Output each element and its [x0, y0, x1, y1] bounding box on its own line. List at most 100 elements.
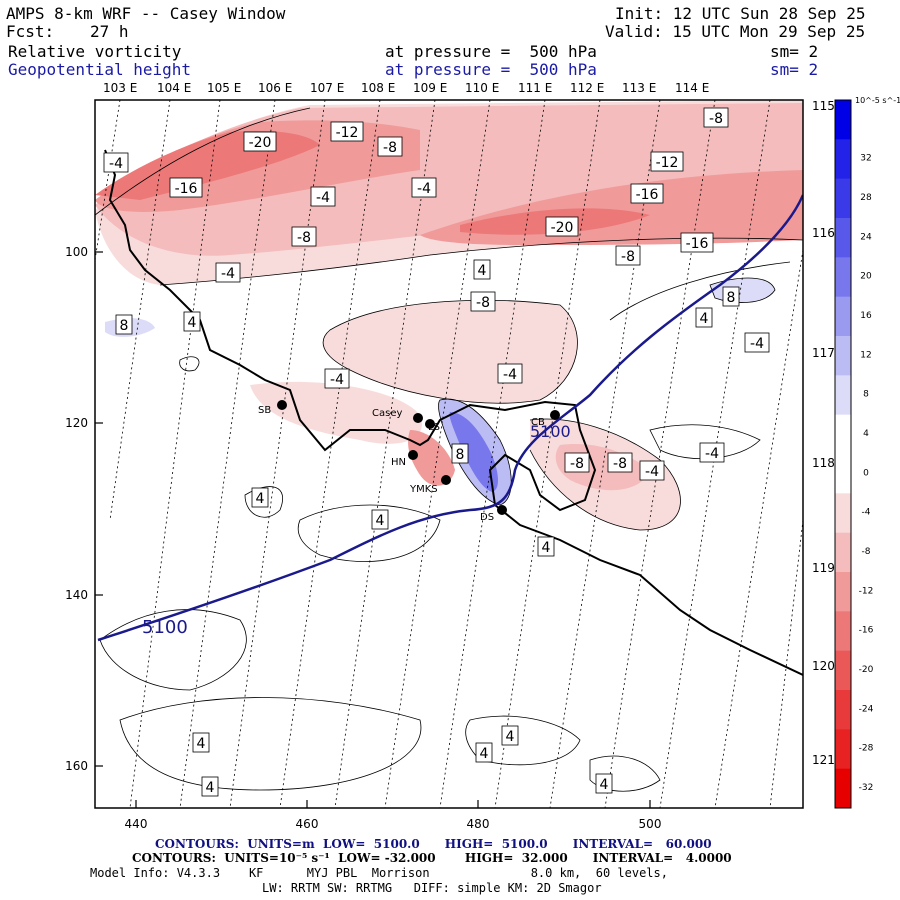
- coastline: [104, 149, 803, 676]
- colorbar-label: 4: [863, 429, 869, 439]
- contour-label-layer: -4 -20 -12 -8 -16 -4 -4 -8 -4 4 -8 8 4 8 4 -4 -4 -4 -8 -12 -…: [103, 107, 770, 797]
- y-axis-labels: 100 120 140 160: [65, 245, 88, 773]
- contour-label-box: [324, 368, 350, 389]
- station-dot: [413, 413, 423, 423]
- contour-label-text: -16: [686, 236, 709, 252]
- colorbar-label: 28: [860, 193, 872, 203]
- contour-label-text: -8: [621, 249, 635, 265]
- colorbar-swatch: [835, 336, 851, 376]
- station-label: LS: [428, 422, 440, 433]
- contour-label-text: 4: [376, 513, 385, 529]
- colorbar-swatch: [835, 650, 851, 691]
- station-marker: SB: [258, 400, 287, 416]
- contour-label-box: [595, 773, 613, 794]
- contour-label: -8: [607, 452, 633, 473]
- contour-label: 4: [251, 487, 269, 508]
- contour-label: -4: [103, 152, 129, 173]
- height-contour-info: CONTOURS: UNITS=m LOW= 5100.0 HIGH= 5100…: [155, 837, 712, 851]
- contour-label: -4: [215, 262, 241, 283]
- physics-info: LW: RRTM SW: RRTMG DIFF: simple KM: 2D S…: [262, 881, 602, 895]
- colorbar-label: -8: [862, 547, 871, 557]
- colorbar-label: -32: [859, 783, 874, 793]
- contour-label: 8: [451, 443, 469, 464]
- station-marker: HN: [391, 450, 418, 468]
- contour-label-box: [703, 107, 729, 128]
- station-marker: Casey: [372, 408, 423, 423]
- top-longitude-label: 104 E: [157, 81, 191, 95]
- contour-label-text: -20: [551, 220, 574, 236]
- contour-label-text: -4: [417, 181, 431, 197]
- contour-label-box: [501, 725, 519, 746]
- colorbar-label: 24: [860, 232, 872, 242]
- top-longitude-label: 112 E: [570, 81, 604, 95]
- valid-time: Valid: 15 UTC Mon 29 Sep 25: [605, 22, 866, 41]
- station-label: DS: [480, 512, 494, 523]
- contour-label: -20: [545, 216, 579, 237]
- colorbar-swatch: [835, 532, 851, 573]
- colorbar-swatch: [835, 178, 851, 219]
- contour-label: 4: [595, 773, 613, 794]
- contour-label: -16: [680, 232, 714, 253]
- contour-label-text: -12: [656, 155, 679, 171]
- colorbar-swatch: [835, 414, 851, 455]
- colorbar-label: 32: [860, 154, 871, 164]
- colorbar-label: 8: [863, 390, 869, 400]
- x-axis-label: 500: [639, 817, 662, 831]
- colorbar-label: -16: [859, 626, 874, 636]
- contour-label-box: [650, 151, 684, 172]
- contour-label-text: 4: [700, 311, 709, 327]
- contour-label-text: -4: [750, 336, 764, 352]
- contour-label-box: [183, 311, 201, 332]
- contour-label-box: [630, 183, 664, 204]
- contour-label-box: [473, 259, 491, 280]
- contour-label: 4: [501, 725, 519, 746]
- top-longitude-label: 113 E: [622, 81, 656, 95]
- vort-contours: [95, 107, 803, 792]
- contour-label-text: -12: [336, 125, 359, 141]
- colorbar-swatch: [835, 296, 851, 337]
- top-longitude-label: 103 E: [103, 81, 137, 95]
- contour-label: -4: [310, 186, 336, 207]
- contour-label-text: 4: [600, 777, 609, 793]
- colorbar-swatch: [835, 218, 851, 258]
- contour-label-box: [680, 232, 714, 253]
- contour-label-box: [475, 742, 493, 763]
- colorbar-label: -24: [859, 704, 874, 714]
- map-field-layer: [95, 100, 803, 808]
- contour-label: -20: [243, 131, 277, 152]
- colorbar-label: 16: [860, 311, 872, 321]
- contour-label-box: [411, 177, 437, 198]
- x-axis-labels: 440 460 480 500: [125, 817, 662, 831]
- colorbar-swatch: [835, 611, 851, 652]
- contour-label-text: -8: [570, 456, 584, 472]
- contour-label-box: [330, 121, 364, 142]
- model-info: Model Info: V4.3.3 KF MYJ PBL Morrison 8…: [90, 866, 668, 880]
- vort-contour-info: CONTOURS: UNITS=10⁻⁵ s⁻¹ LOW= -32.000 HI…: [132, 851, 732, 865]
- contour-label-box: [115, 314, 133, 335]
- station-layer: SB Casey LS HN YMKS DS CB: [258, 400, 560, 523]
- contour-label: 8: [115, 314, 133, 335]
- contour-label-text: -8: [297, 230, 311, 246]
- contour-label-box: [371, 509, 389, 530]
- contour-label-box: [103, 152, 129, 173]
- contour-label-text: 4: [542, 540, 551, 556]
- colorbar-swatch: [835, 100, 851, 140]
- contour-label-box: [722, 286, 740, 307]
- top-longitude-label: 107 E: [310, 81, 344, 95]
- x-axis-label: 440: [125, 817, 148, 831]
- colorbar-swatch: [835, 729, 851, 770]
- contour-label: -4: [744, 332, 770, 353]
- contour-label-text: 4: [188, 315, 197, 331]
- contour-label-text: -8: [383, 140, 397, 156]
- contour-label-box: [639, 460, 665, 481]
- contour-label-text: -4: [645, 464, 659, 480]
- field2-name: Geopotential height: [8, 60, 192, 79]
- station-label: Casey: [372, 408, 402, 419]
- top-longitude-label: 105 E: [207, 81, 241, 95]
- contour-label: -16: [169, 177, 203, 198]
- axis-ticks: [95, 251, 651, 808]
- forecast-label: Fcst:: [6, 22, 55, 41]
- contour-label: -16: [630, 183, 664, 204]
- top-longitude-labels: 103 E 104 E 105 E 106 E 107 E 108 E 109 E 110 E…: [103, 81, 709, 95]
- contour-label: -8: [615, 245, 641, 266]
